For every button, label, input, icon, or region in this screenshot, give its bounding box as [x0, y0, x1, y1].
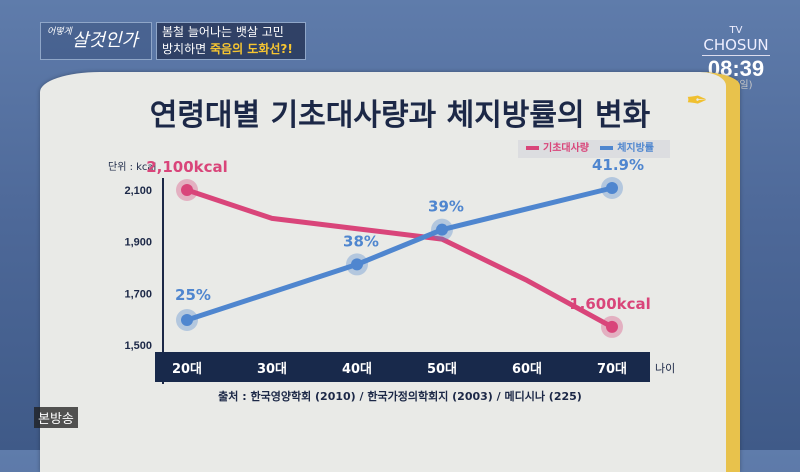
x-axis-bar	[155, 352, 650, 382]
data-point	[436, 223, 448, 236]
data-label: 25%	[175, 286, 211, 304]
headline-line1: 봄철 늘어나는 뱃살 고민	[162, 25, 284, 39]
x-tick-label: 50대	[427, 362, 457, 377]
data-label: 41.9%	[592, 156, 644, 174]
legend: 기초대사량 체지방률	[518, 140, 670, 158]
data-point	[606, 182, 618, 194]
x-tick-label: 60대	[512, 362, 542, 377]
feather-icon: ✒	[686, 86, 708, 116]
x-tick-label: 30대	[257, 362, 287, 377]
live-badge: 본방송	[34, 407, 78, 428]
program-logo: 어떻게살것인가	[40, 22, 152, 60]
x-tick-label: 20대	[172, 362, 202, 377]
data-point	[351, 258, 363, 271]
program-logo-main: 살것인가	[71, 30, 139, 51]
data-point	[181, 314, 193, 326]
y-tick-label: 1,700	[124, 288, 152, 300]
x-axis-label: 나이	[655, 362, 675, 375]
source-text: 출처 : 한국영양학회 (2010) / 한국가정의학회지 (2003) / 메…	[218, 390, 582, 403]
data-point	[181, 184, 193, 196]
unit-label: 단위 : kcal	[108, 162, 157, 173]
data-label: 1,600kcal	[569, 295, 651, 313]
data-label: 2,100kcal	[146, 158, 228, 176]
headline-caption: 봄철 늘어나는 뱃살 고민 방치하면 죽음의 도화선?!	[156, 22, 306, 60]
chart-title: 연령대별 기초대사량과 체지방률의 변화	[149, 98, 651, 133]
series-line-1	[186, 185, 613, 323]
headline-plain: 방치하면	[162, 42, 210, 56]
channel-name: CHOSUN	[703, 36, 769, 54]
program-logo-small: 어떻게	[47, 27, 72, 37]
data-label: 39%	[428, 198, 464, 216]
data-label: 38%	[343, 232, 379, 250]
legend-item-bodyfat: 체지방률	[600, 143, 654, 154]
legend-label: 기초대사량	[543, 143, 589, 154]
headline-line2: 방치하면 죽음의 도화선?!	[162, 41, 300, 58]
data-point	[606, 320, 618, 333]
y-tick-label: 1,900	[124, 237, 152, 249]
series-line-0	[186, 187, 614, 330]
y-tick-label: 1,500	[124, 340, 152, 352]
y-tick-label: 2,100	[124, 185, 152, 197]
channel-tv: TV	[729, 25, 743, 36]
legend-item-bmr: 기초대사량	[526, 143, 589, 154]
x-tick-label: 40대	[342, 362, 372, 377]
x-tick-label: 70대	[597, 362, 627, 377]
line-chart: 2,100 1,900 1,700 1,500 20대 30대 40대 50대 60대 70대 나이…	[124, 156, 675, 384]
legend-label: 체지방률	[617, 143, 654, 154]
headline-highlight: 죽음의 도화선?!	[209, 42, 293, 56]
chart-board	[40, 72, 740, 472]
